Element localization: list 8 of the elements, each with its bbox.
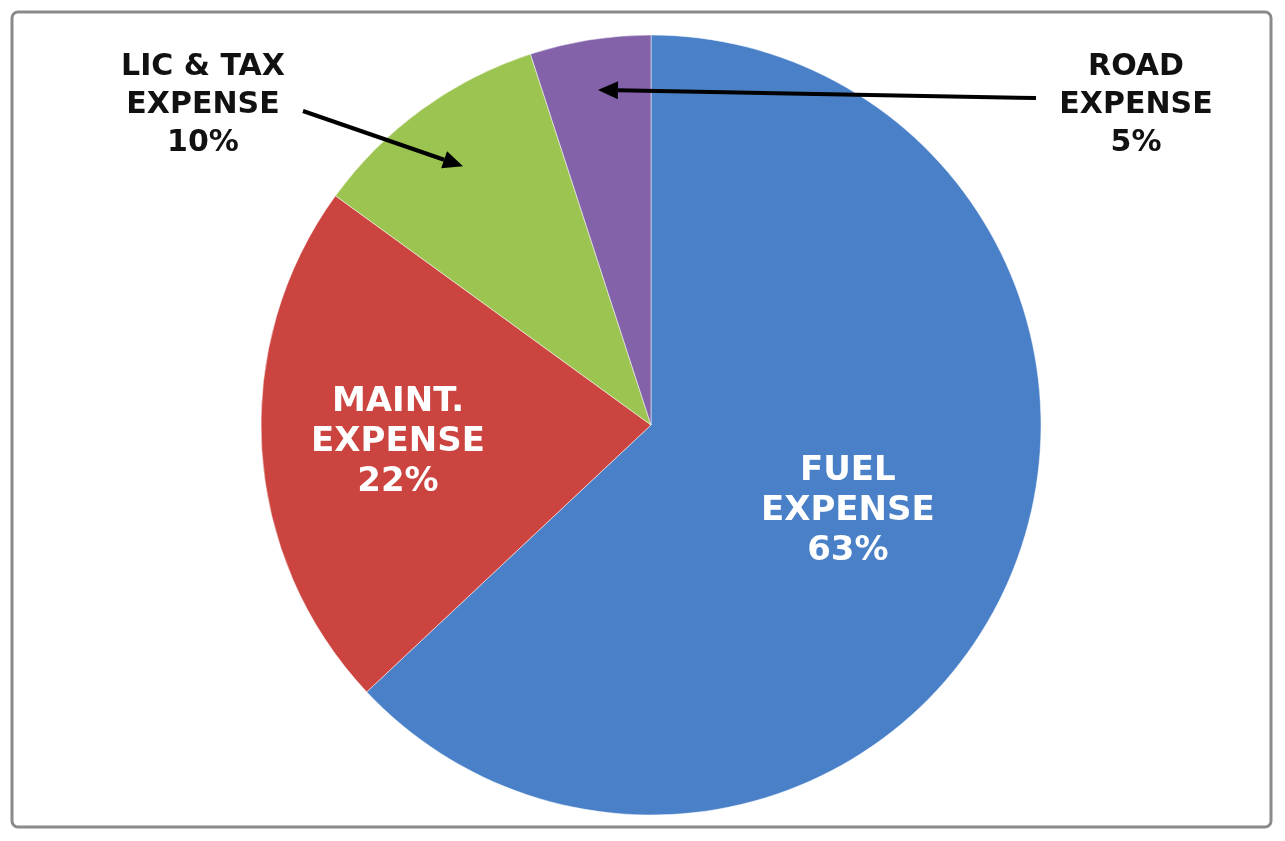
data-label: 10% xyxy=(167,122,239,158)
slice-label: FUEL EXPENSE xyxy=(760,447,935,528)
data-label: 5% xyxy=(1110,122,1162,158)
slice-label: ROAD EXPENSE xyxy=(1059,46,1213,120)
slice-label: MAINT. EXPENSE xyxy=(311,378,485,459)
data-label: 63% xyxy=(807,527,889,568)
slice-label: LIC & TAX EXPENSE xyxy=(121,46,285,120)
data-label: 22% xyxy=(357,458,439,499)
